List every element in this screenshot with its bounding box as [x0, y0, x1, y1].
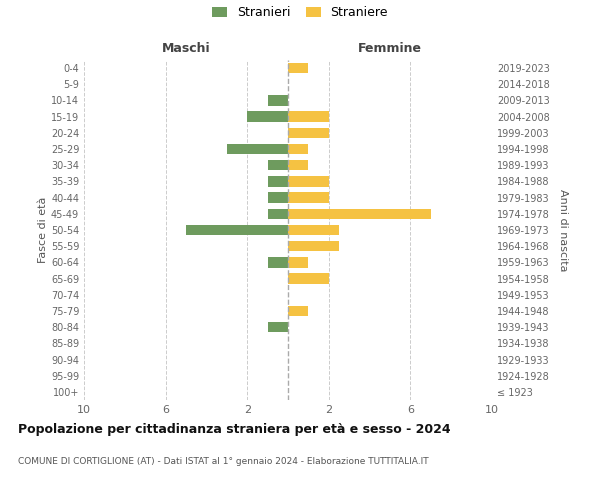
- Text: Femmine: Femmine: [358, 42, 422, 55]
- Bar: [268, 208, 288, 219]
- Y-axis label: Anni di nascita: Anni di nascita: [558, 188, 568, 271]
- Bar: [288, 274, 329, 284]
- Bar: [288, 176, 329, 186]
- Text: Popolazione per cittadinanza straniera per età e sesso - 2024: Popolazione per cittadinanza straniera p…: [18, 422, 451, 436]
- Text: COMUNE DI CORTIGLIONE (AT) - Dati ISTAT al 1° gennaio 2024 - Elaborazione TUTTIT: COMUNE DI CORTIGLIONE (AT) - Dati ISTAT …: [18, 458, 428, 466]
- Bar: [288, 306, 308, 316]
- Bar: [288, 208, 431, 219]
- Bar: [288, 63, 308, 74]
- Bar: [227, 144, 288, 154]
- Bar: [247, 112, 288, 122]
- Bar: [268, 176, 288, 186]
- Bar: [288, 241, 339, 252]
- Bar: [288, 192, 329, 203]
- Bar: [288, 257, 308, 268]
- Bar: [268, 192, 288, 203]
- Bar: [268, 160, 288, 170]
- Bar: [268, 95, 288, 106]
- Bar: [288, 112, 329, 122]
- Bar: [268, 257, 288, 268]
- Bar: [288, 128, 329, 138]
- Text: Maschi: Maschi: [161, 42, 211, 55]
- Bar: [186, 224, 288, 235]
- Legend: Stranieri, Straniere: Stranieri, Straniere: [212, 6, 388, 19]
- Bar: [288, 160, 308, 170]
- Y-axis label: Fasce di età: Fasce di età: [38, 197, 48, 263]
- Bar: [288, 144, 308, 154]
- Bar: [268, 322, 288, 332]
- Bar: [288, 224, 339, 235]
